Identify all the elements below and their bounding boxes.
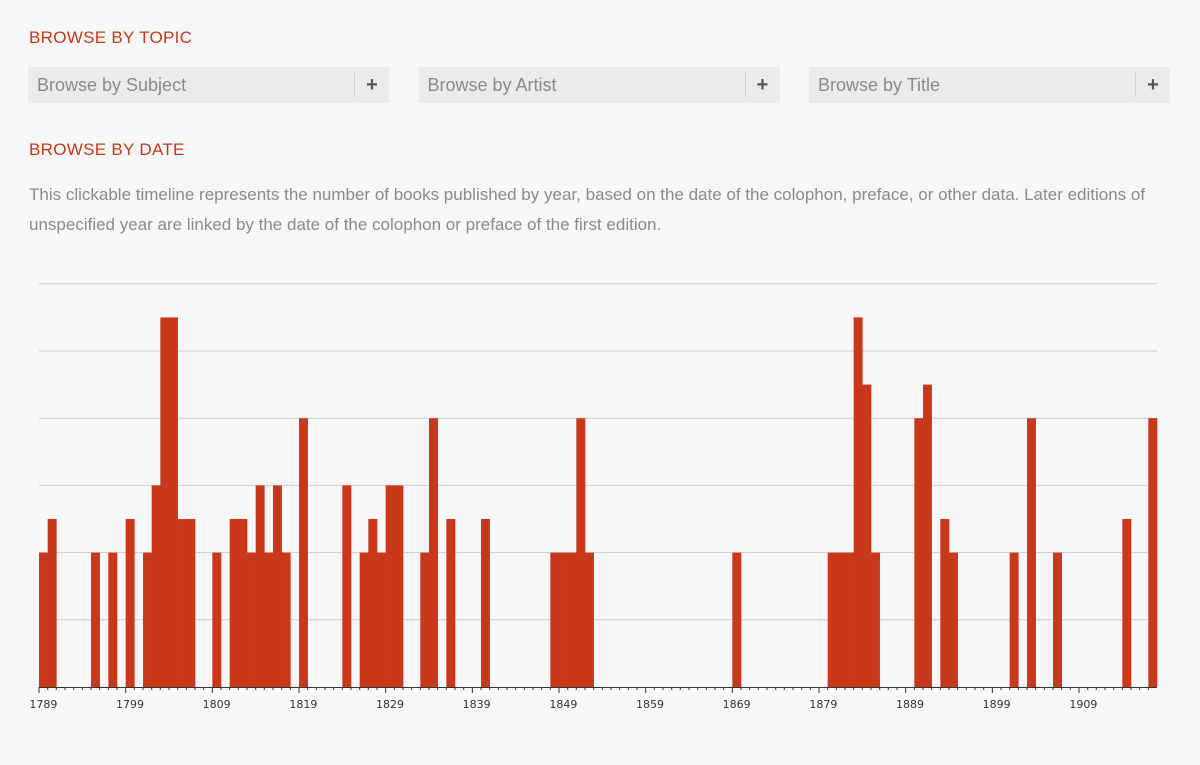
timeline-bar-1869[interactable] — [732, 552, 742, 687]
timeline-bar-1894[interactable] — [949, 552, 958, 687]
timeline-bar-1881[interactable] — [836, 552, 846, 687]
timeline-chart: 1789 1799 1809 1819 1829 1839 1849 1859 1869 1879… — [29, 283, 1158, 711]
browse-by-artist-dropdown[interactable]: Browse by Artist + — [418, 67, 780, 103]
tick-label-1829: 1829 — [376, 698, 404, 711]
timeline-bar-1811[interactable] — [229, 519, 239, 687]
timeline-bar-1814[interactable] — [255, 485, 265, 687]
timeline-bar-1882[interactable] — [845, 552, 854, 687]
tick-label-1789: 1789 — [29, 698, 57, 711]
timeline-bar-1903[interactable] — [1027, 418, 1036, 687]
tick-label-1889: 1889 — [896, 698, 924, 711]
browse-by-topic-row: Browse by Subject + Browse by Artist + B… — [28, 67, 1170, 103]
gridlines — [39, 283, 1157, 621]
tick-label-1809: 1809 — [203, 698, 231, 711]
divider — [1135, 73, 1136, 97]
timeline-bar-1817[interactable] — [281, 552, 291, 687]
timeline-bar-1819[interactable] — [299, 418, 308, 687]
timeline-bar-1849[interactable] — [559, 552, 568, 687]
plus-icon[interactable]: + — [1147, 74, 1159, 96]
timeline-bar-1804[interactable] — [169, 317, 178, 687]
timeline-bar-1901[interactable] — [1009, 552, 1019, 687]
timeline-bar-1885[interactable] — [871, 552, 880, 687]
x-axis: 1789 1799 1809 1819 1829 1839 1849 1859 1869 1879… — [29, 687, 1157, 711]
timeline-bar-1802[interactable] — [151, 485, 161, 687]
timeline-bar-1851[interactable] — [576, 418, 586, 687]
timeline-bar-1884[interactable] — [862, 384, 872, 687]
timeline-bar-1850[interactable] — [567, 552, 577, 687]
tick-label-1849: 1849 — [549, 698, 577, 711]
timeline-bar-1805[interactable] — [177, 519, 187, 687]
timeline-bar-1809[interactable] — [212, 552, 222, 687]
timeline-bar-1790[interactable] — [47, 519, 57, 687]
timeline-bar-1812[interactable] — [238, 519, 248, 687]
divider — [354, 73, 355, 97]
timeline-bar-1795[interactable] — [91, 552, 100, 687]
tick-label-1859: 1859 — [636, 698, 664, 711]
tick-label-1869: 1869 — [723, 698, 751, 711]
plus-icon[interactable]: + — [366, 74, 378, 96]
browse-by-topic-heading: BROWSE BY TOPIC — [29, 28, 193, 47]
timeline-bar-1797[interactable] — [108, 552, 118, 687]
tick-label-1879: 1879 — [809, 698, 837, 711]
timeline-description: This clickable timeline represents the n… — [29, 185, 1146, 234]
tick-label-1909: 1909 — [1069, 698, 1097, 711]
timeline-bar-1914[interactable] — [1122, 519, 1132, 687]
browse-by-date-heading: BROWSE BY DATE — [29, 140, 185, 159]
timeline-bar-1830[interactable] — [394, 485, 404, 687]
browse-by-subject-dropdown[interactable]: Browse by Subject + — [28, 67, 389, 103]
timeline-bar-1816[interactable] — [273, 485, 282, 687]
timeline-bar-1801[interactable] — [143, 552, 152, 687]
timeline-bar-1806[interactable] — [186, 519, 196, 687]
divider — [744, 73, 746, 97]
timeline-bar-1917[interactable] — [1148, 418, 1158, 687]
timeline-bars — [39, 317, 1158, 687]
tick-label-1819: 1819 — [289, 698, 317, 711]
timeline-bar-1848[interactable] — [550, 552, 560, 687]
timeline-bar-1840[interactable] — [481, 519, 490, 687]
timeline-bar-1836[interactable] — [446, 519, 456, 687]
timeline-bar-1834[interactable] — [429, 418, 438, 687]
timeline-bar-1880[interactable] — [827, 552, 837, 687]
timeline-bar-1906[interactable] — [1053, 552, 1062, 687]
timeline-bar-1799[interactable] — [125, 519, 135, 687]
timeline-bar-1803[interactable] — [160, 317, 170, 687]
browse-by-title-dropdown[interactable]: Browse by Title + — [809, 67, 1170, 103]
browse-by-artist-label: Browse by Artist — [427, 74, 557, 95]
timeline-bar-1813[interactable] — [247, 552, 256, 687]
tick-label-1899: 1899 — [983, 698, 1011, 711]
timeline-bar-1883[interactable] — [853, 317, 863, 687]
tick-label-1839: 1839 — [463, 698, 491, 711]
timeline-bar-1828[interactable] — [377, 552, 386, 687]
timeline-bar-1890[interactable] — [914, 418, 924, 687]
timeline-bar-1824[interactable] — [342, 485, 352, 687]
timeline-bar-1833[interactable] — [420, 552, 430, 687]
timeline-bar-1891[interactable] — [923, 384, 932, 687]
timeline-bar-1789[interactable] — [39, 552, 48, 687]
timeline-bar-1815[interactable] — [264, 552, 274, 687]
browse-by-title-label: Browse by Title — [818, 74, 941, 95]
timeline-bar-1829[interactable] — [385, 485, 395, 687]
timeline-bar-1826[interactable] — [359, 552, 369, 687]
timeline-bar-1852[interactable] — [585, 552, 594, 687]
plus-icon[interactable]: + — [756, 74, 769, 96]
timeline-bar-1827[interactable] — [368, 519, 378, 687]
timeline-bar-1893[interactable] — [940, 519, 950, 687]
tick-label-1799: 1799 — [116, 698, 144, 711]
browse-by-subject-label: Browse by Subject — [37, 74, 187, 95]
